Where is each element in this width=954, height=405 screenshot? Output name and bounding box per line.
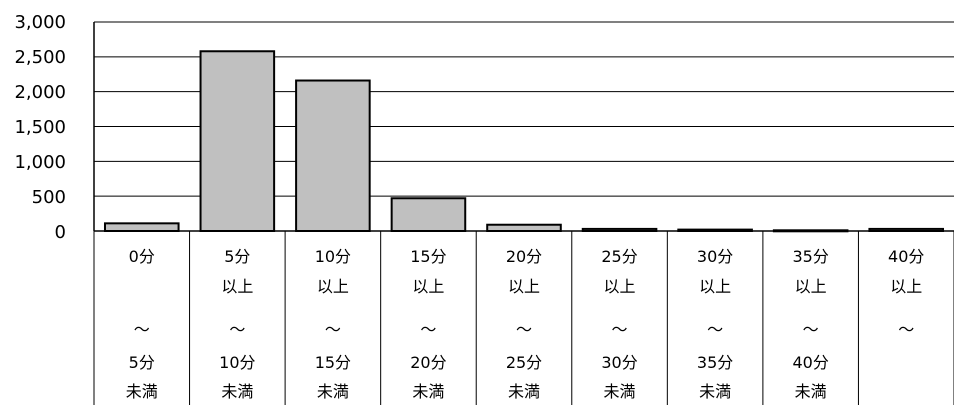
bar	[772, 229, 849, 233]
x-category-label: ～	[612, 320, 628, 339]
bar	[486, 223, 562, 232]
x-category-label: 以上	[604, 277, 636, 296]
x-category-label: ～	[134, 320, 150, 339]
x-category-label: 未満	[508, 382, 540, 401]
bar	[103, 222, 180, 233]
x-category-label: 5分	[224, 247, 250, 266]
x-category-label: 以上	[890, 277, 922, 296]
x-category-label: 20分	[410, 353, 446, 372]
x-category-label: 25分	[601, 247, 637, 266]
bar	[677, 228, 753, 233]
x-category-label: 15分	[410, 247, 446, 266]
x-category-label: 以上	[795, 277, 827, 296]
x-category-label: ～	[229, 320, 245, 339]
x-category-label: 20分	[506, 247, 542, 266]
x-category-label: ～	[898, 320, 914, 339]
x-category-label: 未満	[317, 382, 349, 401]
y-tick-label: 500	[32, 187, 66, 208]
x-axis-categories: 0分～5分未満5分以上～10分未満10分以上～15分未満15分以上～20分未満2…	[93, 231, 954, 405]
y-tick-label: 2,500	[14, 47, 66, 68]
y-axis: 3,000 2,500 2,000 1,500 1,000 500 0	[14, 12, 95, 243]
x-category-label: 未満	[221, 382, 253, 401]
x-category-label: ～	[420, 320, 436, 339]
y-tick-label: 3,000	[14, 12, 66, 33]
x-category-label: 15分	[315, 353, 351, 372]
x-category-label: 30分	[697, 247, 733, 266]
x-category-label: 0分	[129, 247, 155, 266]
bar	[581, 227, 658, 233]
x-category-label: 以上	[412, 277, 444, 296]
x-category-label: 35分	[697, 353, 733, 372]
x-category-label: 未満	[126, 382, 158, 401]
x-category-label: ～	[707, 320, 723, 339]
x-category-label: 10分	[315, 247, 351, 266]
bar	[390, 197, 467, 232]
x-category-label: 5分	[129, 353, 155, 372]
x-category-label: 25分	[506, 353, 542, 372]
bars	[103, 50, 945, 233]
bar	[199, 50, 276, 233]
x-category-label: ～	[803, 320, 819, 339]
x-category-label: ～	[325, 320, 341, 339]
x-category-label: 未満	[412, 382, 444, 401]
x-category-label: 40分	[888, 247, 924, 266]
x-category-label: 40分	[792, 353, 828, 372]
x-category-label: 未満	[604, 382, 636, 401]
x-category-label: 以上	[317, 277, 349, 296]
x-category-label: 以上	[508, 277, 540, 296]
bar	[295, 79, 371, 232]
x-category-label: 以上	[221, 277, 253, 296]
y-tick-label: 1,500	[14, 117, 66, 138]
y-tick-label: 0	[55, 222, 66, 243]
x-category-label: 未満	[699, 382, 731, 401]
x-category-label: 未満	[795, 382, 827, 401]
x-category-label: 30分	[601, 353, 637, 372]
x-category-label: ～	[516, 320, 532, 339]
bar	[868, 227, 945, 233]
x-category-label: 10分	[219, 353, 255, 372]
y-tick-label: 1,000	[14, 152, 66, 173]
y-tick-label: 2,000	[14, 82, 66, 103]
x-category-label: 以上	[699, 277, 731, 296]
x-category-label: 35分	[792, 247, 828, 266]
